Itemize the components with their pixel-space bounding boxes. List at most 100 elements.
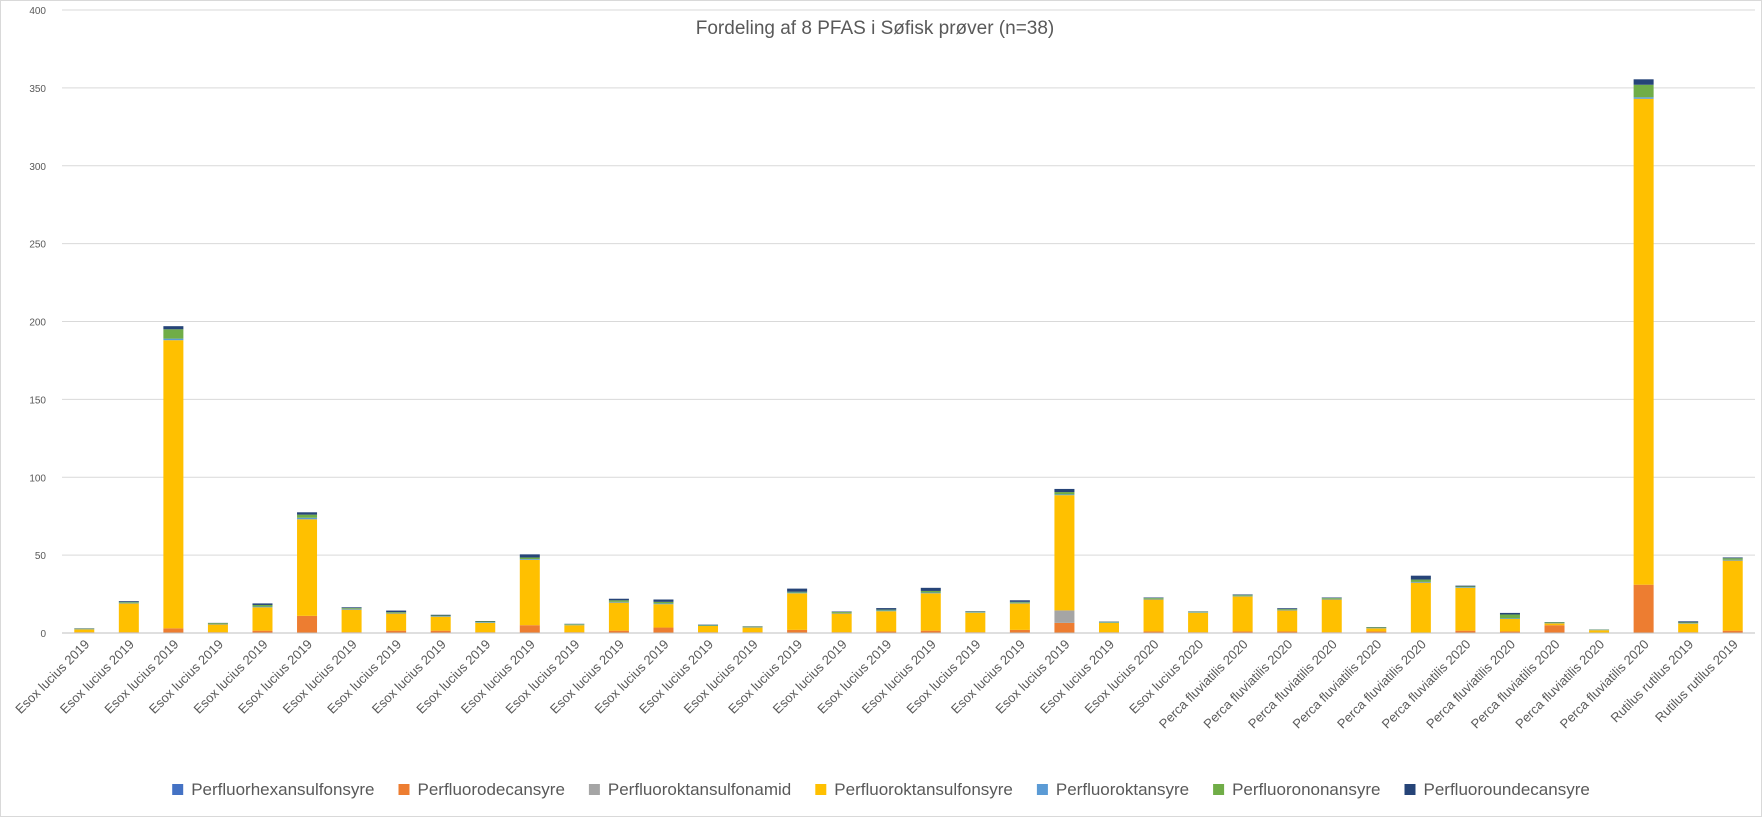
bar-segment bbox=[921, 591, 941, 593]
y-tick-label: 50 bbox=[35, 551, 47, 562]
bar-segment bbox=[564, 624, 584, 625]
bar-segment bbox=[609, 599, 629, 601]
bar-segment bbox=[1144, 600, 1164, 632]
bar-segment bbox=[1678, 622, 1698, 623]
bar-segment bbox=[208, 624, 228, 632]
bar-segment bbox=[1545, 622, 1565, 623]
y-tick-label: 250 bbox=[29, 240, 46, 251]
bar-segment bbox=[698, 625, 718, 626]
bar-segment bbox=[1054, 494, 1074, 495]
bar-segment bbox=[876, 611, 896, 631]
bar-segment bbox=[564, 625, 584, 632]
bar-segment bbox=[386, 613, 406, 614]
bar-segment bbox=[653, 602, 673, 604]
bar-segment bbox=[965, 612, 985, 613]
bar-segment bbox=[1545, 623, 1565, 625]
legend-item: Perfluorodecansyre bbox=[399, 780, 565, 799]
bar-segment bbox=[520, 559, 540, 560]
bar-segment bbox=[1366, 628, 1386, 631]
bar-segment bbox=[1723, 561, 1743, 631]
legend-swatch bbox=[1405, 784, 1416, 795]
bar-segment bbox=[1277, 609, 1297, 610]
bar-segment bbox=[431, 617, 451, 631]
bar-segment bbox=[1634, 85, 1654, 97]
y-tick-label: 0 bbox=[40, 629, 46, 640]
bar-segment bbox=[1010, 600, 1030, 602]
bar-segment bbox=[1054, 610, 1074, 622]
bar-segment bbox=[1455, 588, 1475, 631]
legend-item: Perfluoroktansulfonsyre bbox=[815, 780, 1013, 799]
bar-segment bbox=[1010, 603, 1030, 604]
bar-segment bbox=[653, 603, 673, 604]
bar-segment bbox=[787, 589, 807, 592]
bar-segment bbox=[1099, 622, 1119, 623]
bar-segment bbox=[431, 616, 451, 617]
bar-segment bbox=[1188, 612, 1208, 613]
bar-segment bbox=[163, 340, 183, 628]
bar-segment bbox=[119, 602, 139, 603]
bar-segment bbox=[653, 600, 673, 602]
bar-segment bbox=[832, 613, 852, 614]
bar-segment bbox=[119, 603, 139, 632]
bar-segment bbox=[1233, 595, 1253, 596]
bar-segment bbox=[1277, 608, 1297, 609]
legend-swatch bbox=[815, 784, 826, 795]
bar-segment bbox=[1500, 613, 1520, 615]
legend-swatch bbox=[1037, 784, 1048, 795]
bar-segment bbox=[653, 628, 673, 633]
legend-label: Perfluoroktansulfonamid bbox=[608, 780, 791, 799]
bar-segment bbox=[1233, 596, 1253, 597]
bar-segment bbox=[1099, 623, 1119, 632]
bar-segment bbox=[876, 608, 896, 610]
bar-segment bbox=[921, 593, 941, 630]
bar-segment bbox=[1144, 598, 1164, 599]
bar-segment bbox=[1634, 585, 1654, 633]
legend-label: Perfluorhexansulfonsyre bbox=[191, 780, 374, 799]
bar-segment bbox=[297, 515, 317, 518]
bar-segment bbox=[1634, 99, 1654, 585]
bar-segment bbox=[252, 603, 272, 605]
y-tick-label: 150 bbox=[29, 395, 46, 406]
bar-segment bbox=[386, 614, 406, 631]
bar-segment bbox=[431, 615, 451, 616]
bar-segment bbox=[787, 592, 807, 593]
bar-segment bbox=[832, 614, 852, 633]
bar-segment bbox=[609, 600, 629, 602]
bar-segment bbox=[965, 613, 985, 632]
bar-segment bbox=[297, 616, 317, 633]
bar-segment bbox=[1589, 630, 1609, 632]
bar-segment bbox=[1723, 558, 1743, 560]
bar-segment bbox=[1455, 586, 1475, 587]
bar-segment bbox=[342, 607, 362, 608]
bar-segment bbox=[520, 560, 540, 625]
bar-segment bbox=[1545, 625, 1565, 633]
bar-segment bbox=[921, 588, 941, 591]
bar-segment bbox=[163, 628, 183, 633]
bar-segment bbox=[74, 629, 94, 632]
bar-segment bbox=[1054, 495, 1074, 610]
bar-segment bbox=[208, 623, 228, 624]
bar-segment bbox=[342, 609, 362, 610]
bar-segment bbox=[1723, 557, 1743, 558]
bar-segment bbox=[653, 604, 673, 627]
bar-segment bbox=[520, 625, 540, 633]
bar-segment bbox=[1678, 624, 1698, 633]
bar-segment bbox=[1500, 614, 1520, 618]
legend-swatch bbox=[399, 784, 410, 795]
legend-swatch bbox=[1213, 784, 1224, 795]
y-tick-label: 300 bbox=[29, 162, 46, 173]
bar-segment bbox=[1277, 610, 1297, 631]
bar-segment bbox=[520, 554, 540, 557]
bar-segment bbox=[252, 605, 272, 607]
legend-label: Perfluorononansyre bbox=[1232, 780, 1380, 799]
bar-segment bbox=[921, 593, 941, 594]
bar-segment bbox=[475, 623, 495, 632]
legend-swatch bbox=[172, 784, 183, 795]
bar-segment bbox=[1054, 623, 1074, 633]
legend-item: Perfluorononansyre bbox=[1213, 780, 1380, 799]
bar-segment bbox=[876, 610, 896, 611]
bar-segment bbox=[1634, 97, 1654, 99]
bar-segment bbox=[119, 601, 139, 602]
bar-segment bbox=[475, 622, 495, 623]
